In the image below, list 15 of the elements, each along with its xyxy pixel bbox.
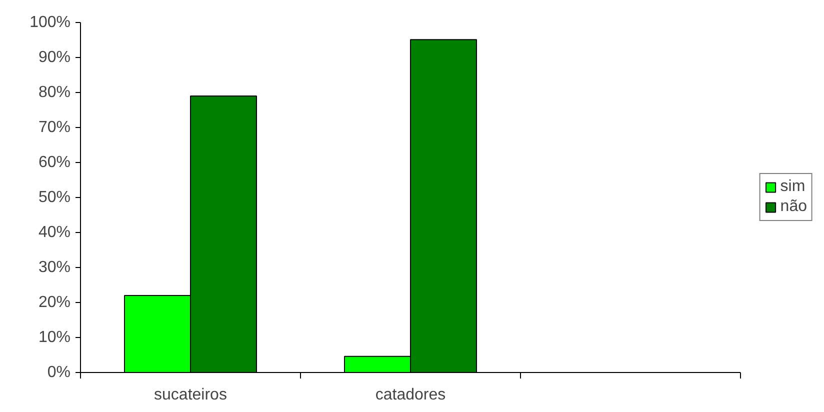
x-tick-label: catadores	[375, 386, 446, 404]
y-tick-label: 50%	[38, 189, 71, 206]
legend-label: sim	[780, 178, 806, 196]
y-tick-label: 40%	[38, 224, 71, 241]
y-tick-label: 60%	[38, 154, 71, 171]
y-tick-label: 30%	[38, 259, 71, 276]
y-tick-label: 0%	[47, 364, 70, 381]
y-tick-label: 80%	[38, 84, 71, 101]
x-tick-label: sucateiros	[154, 386, 227, 404]
y-tick-label: 90%	[38, 49, 71, 66]
legend-label: não	[780, 198, 807, 216]
y-tick-label: 10%	[38, 329, 71, 346]
y-tick-label: 20%	[38, 294, 71, 311]
y-tick-label: 100%	[30, 14, 70, 31]
y-tick-label: 70%	[38, 119, 71, 136]
